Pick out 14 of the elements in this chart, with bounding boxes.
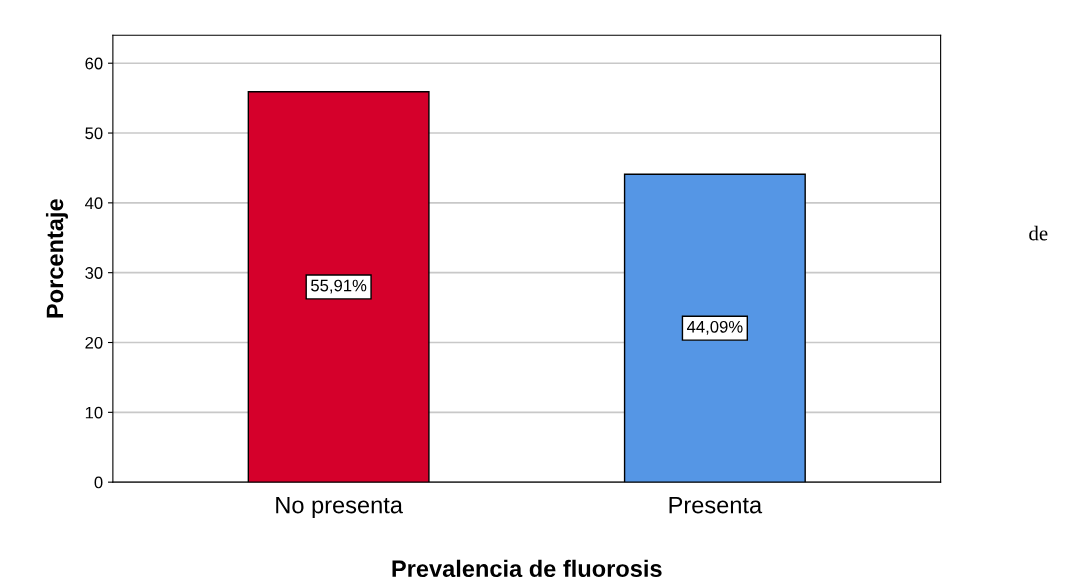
y-tick-label: 60: [85, 57, 103, 70]
data-label: 55,91%: [311, 279, 367, 294]
y-tick-label: 0: [94, 476, 103, 489]
x-tick-label: No presenta: [276, 496, 403, 519]
y-tick-label: 10: [85, 406, 103, 419]
text: de: [1029, 225, 1048, 241]
y-tick-label: 50: [85, 127, 103, 140]
data-label: 44,09%: [687, 320, 743, 335]
y-axis-title: Porcentaje: [45, 199, 68, 318]
y-tick-label: 30: [85, 267, 103, 279]
x-axis-title: Prevalencia de fluorosis: [392, 559, 662, 578]
y-tick-label: 40: [85, 197, 103, 210]
y-tick-label: 20: [85, 336, 103, 349]
x-tick-label: Presenta: [669, 496, 763, 514]
